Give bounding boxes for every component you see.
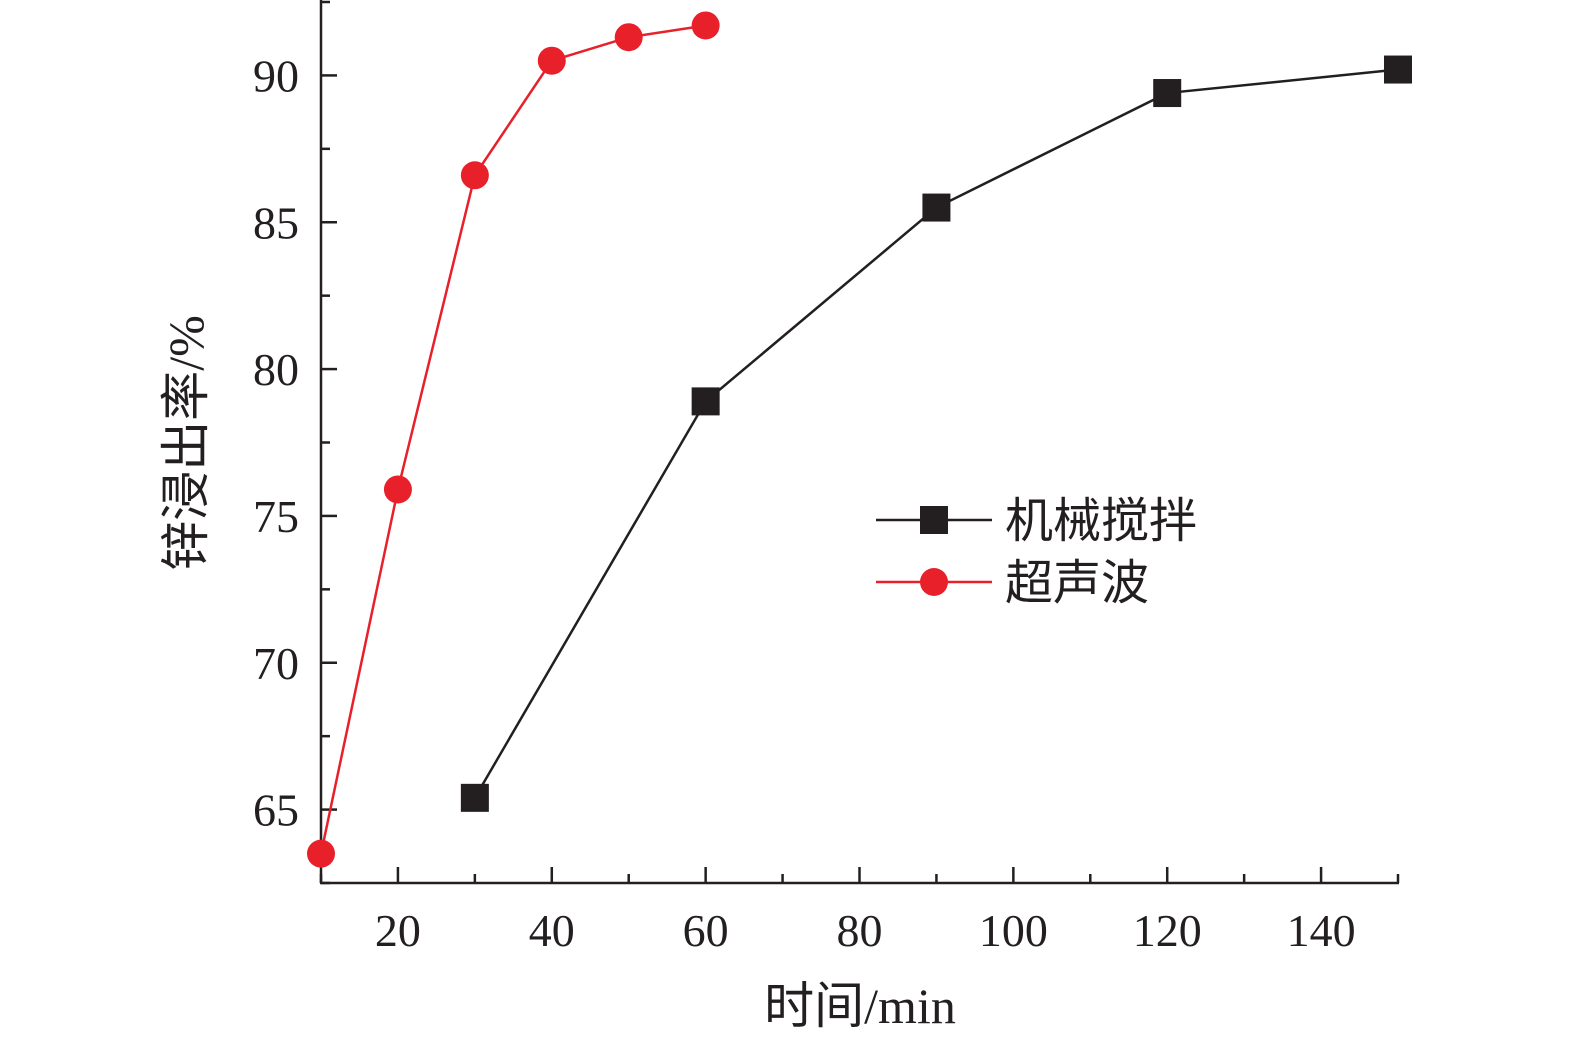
x-tick-label: 60 <box>683 905 729 956</box>
legend: 机械搅拌 超声波 <box>876 493 1197 611</box>
x-tick-label: 140 <box>1287 905 1356 956</box>
series-layer <box>307 11 1412 868</box>
data-point <box>1153 79 1182 108</box>
series-line <box>473 68 1399 799</box>
data-point <box>1384 55 1412 84</box>
data-point <box>460 161 489 190</box>
legend-marker <box>920 568 948 596</box>
y-tick-label: 80 <box>253 344 299 395</box>
x-tick-label: 120 <box>1133 905 1202 956</box>
data-point <box>922 193 951 222</box>
legend-item-mechanical-stirring: 机械搅拌 <box>876 493 1197 549</box>
series-0 <box>460 55 1412 812</box>
x-axis-title: 时间/min <box>764 978 956 1034</box>
legend-label: 超声波 <box>1005 555 1149 611</box>
data-point <box>537 46 566 75</box>
legend-label: 机械搅拌 <box>1005 493 1197 549</box>
y-tick-label: 75 <box>253 491 299 542</box>
x-tick-label: 80 <box>837 905 883 956</box>
series-1 <box>307 11 720 868</box>
x-tick-label: 20 <box>375 905 421 956</box>
y-axis-ticks: 65 70 75 80 85 90 <box>253 0 337 885</box>
data-point <box>460 783 489 812</box>
y-tick-label: 70 <box>253 638 299 689</box>
data-point <box>383 475 412 504</box>
legend-marker <box>920 506 948 534</box>
y-tick-label: 85 <box>253 197 299 248</box>
x-tick-label: 100 <box>979 905 1048 956</box>
legend-item-ultrasonic: 超声波 <box>876 555 1149 611</box>
y-axis-title: 锌浸出率/% <box>158 315 214 571</box>
x-axis-ticks: 20 40 60 80 100 120 140 <box>319 867 1400 956</box>
data-point <box>691 11 720 40</box>
y-tick-label: 65 <box>253 785 299 836</box>
x-tick-label: 40 <box>529 905 575 956</box>
data-point <box>307 839 335 868</box>
y-tick-label: 90 <box>253 50 299 101</box>
data-point <box>691 387 720 416</box>
axes <box>319 0 1399 885</box>
data-point <box>614 23 643 52</box>
